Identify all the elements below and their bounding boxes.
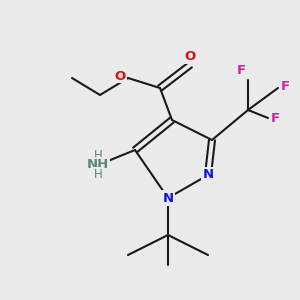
Text: H: H	[94, 168, 102, 181]
Text: F: F	[237, 64, 246, 77]
Text: N: N	[202, 169, 214, 182]
Text: NH: NH	[87, 158, 109, 172]
Text: F: F	[281, 80, 290, 92]
Text: O: O	[115, 70, 126, 83]
Text: N: N	[162, 191, 174, 205]
Text: H: H	[94, 149, 102, 162]
Text: F: F	[271, 112, 280, 124]
Text: O: O	[184, 50, 196, 63]
